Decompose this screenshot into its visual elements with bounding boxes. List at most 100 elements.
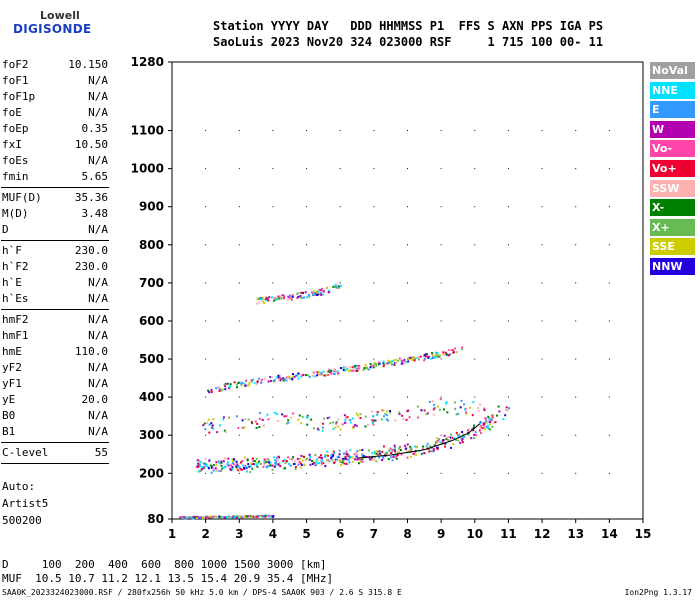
echo-point <box>444 445 447 448</box>
echo-point <box>400 453 403 456</box>
echo-point <box>253 515 256 518</box>
echo-point <box>258 460 261 463</box>
echo-point <box>267 458 270 461</box>
echo-point <box>387 361 390 364</box>
scaled-trace-line <box>356 423 481 459</box>
param-key: h`F2 <box>2 260 29 273</box>
echo-point <box>267 465 270 468</box>
echo-point <box>225 516 228 519</box>
echo-point <box>223 516 226 519</box>
echo-point <box>205 463 208 466</box>
echo-point <box>298 461 301 464</box>
echo-point <box>261 297 264 300</box>
echo-point <box>447 436 450 439</box>
echo-point <box>346 416 349 419</box>
echo-point <box>457 412 460 415</box>
echo-point <box>218 470 221 473</box>
echo-point <box>306 296 309 299</box>
param-value: N/A <box>88 361 108 374</box>
echo-point <box>431 352 434 355</box>
echo-point <box>300 291 303 294</box>
echo-point <box>341 423 344 426</box>
echo-point <box>412 356 415 359</box>
echo-point <box>264 462 267 465</box>
echo-point <box>435 440 438 443</box>
echo-point <box>223 383 226 386</box>
echo-point <box>358 462 361 465</box>
echo-point <box>221 388 224 391</box>
echo-point <box>329 371 332 374</box>
grid-dot <box>272 244 274 246</box>
echo-point <box>320 371 323 374</box>
param-key: foF2 <box>2 58 29 71</box>
echo-point <box>309 455 312 458</box>
echo-point <box>201 517 204 520</box>
echo-point <box>344 419 347 422</box>
echo-point <box>337 418 340 421</box>
echo-point <box>317 372 320 375</box>
echo-point <box>382 360 385 363</box>
echo-point <box>449 438 452 441</box>
echo-point <box>227 515 230 518</box>
echo-point <box>356 450 359 453</box>
echo-point <box>445 438 448 441</box>
echo-point <box>419 355 422 358</box>
echo-point <box>340 461 343 464</box>
echo-point <box>461 441 464 444</box>
echo-point <box>410 356 413 359</box>
echo-point <box>435 436 438 439</box>
echo-point <box>297 418 300 421</box>
echo-point <box>286 456 289 459</box>
grid-dot <box>575 320 577 322</box>
echo-point <box>371 421 374 424</box>
legend-item-nnw: NNW <box>650 258 695 275</box>
echo-point <box>206 421 209 424</box>
echo-point <box>382 365 385 368</box>
echo-point <box>288 377 291 380</box>
echo-point <box>449 446 452 449</box>
echo-point <box>271 515 274 518</box>
echo-point <box>287 295 290 298</box>
echo-point <box>413 358 416 361</box>
echo-point <box>285 459 288 462</box>
echo-point <box>276 297 279 300</box>
footer-file-info: SAA0K_2023324023000.RSF / 280fx256h 50 k… <box>2 588 402 597</box>
echo-point <box>255 426 258 429</box>
echo-point <box>296 292 299 295</box>
echo-point <box>496 414 499 417</box>
echo-point <box>367 449 370 452</box>
echo-point <box>360 454 363 457</box>
echo-point <box>483 427 486 430</box>
param-row-he: h`E N/A <box>2 275 108 291</box>
echo-point <box>390 452 393 455</box>
echo-point <box>336 458 339 461</box>
echo-point <box>301 459 304 462</box>
echo-point <box>490 417 493 420</box>
echo-point <box>323 374 326 377</box>
echo-point <box>304 374 307 377</box>
grid-dot <box>407 434 408 436</box>
x-tick-label: 4 <box>269 527 277 541</box>
echo-point <box>277 463 280 466</box>
echo-point <box>414 445 417 448</box>
y-tick-label: 80 <box>147 512 164 526</box>
grid-dot <box>608 472 610 474</box>
grid-dot <box>306 282 308 284</box>
echo-point <box>386 410 389 413</box>
echo-point <box>392 454 395 457</box>
echo-point <box>250 421 253 424</box>
echo-point <box>270 376 273 379</box>
echo-point <box>318 292 321 295</box>
echo-point <box>332 372 335 375</box>
echo-point <box>217 386 220 389</box>
x-tick-label: 7 <box>370 527 378 541</box>
echo-point <box>268 515 271 518</box>
echo-point <box>258 425 261 428</box>
echo-point <box>263 302 266 305</box>
echo-point <box>238 515 241 518</box>
echo-point <box>458 434 461 437</box>
echo-point <box>224 465 227 468</box>
echo-point <box>316 371 319 374</box>
echo-point <box>416 356 419 359</box>
x-tick-label: 6 <box>336 527 344 541</box>
